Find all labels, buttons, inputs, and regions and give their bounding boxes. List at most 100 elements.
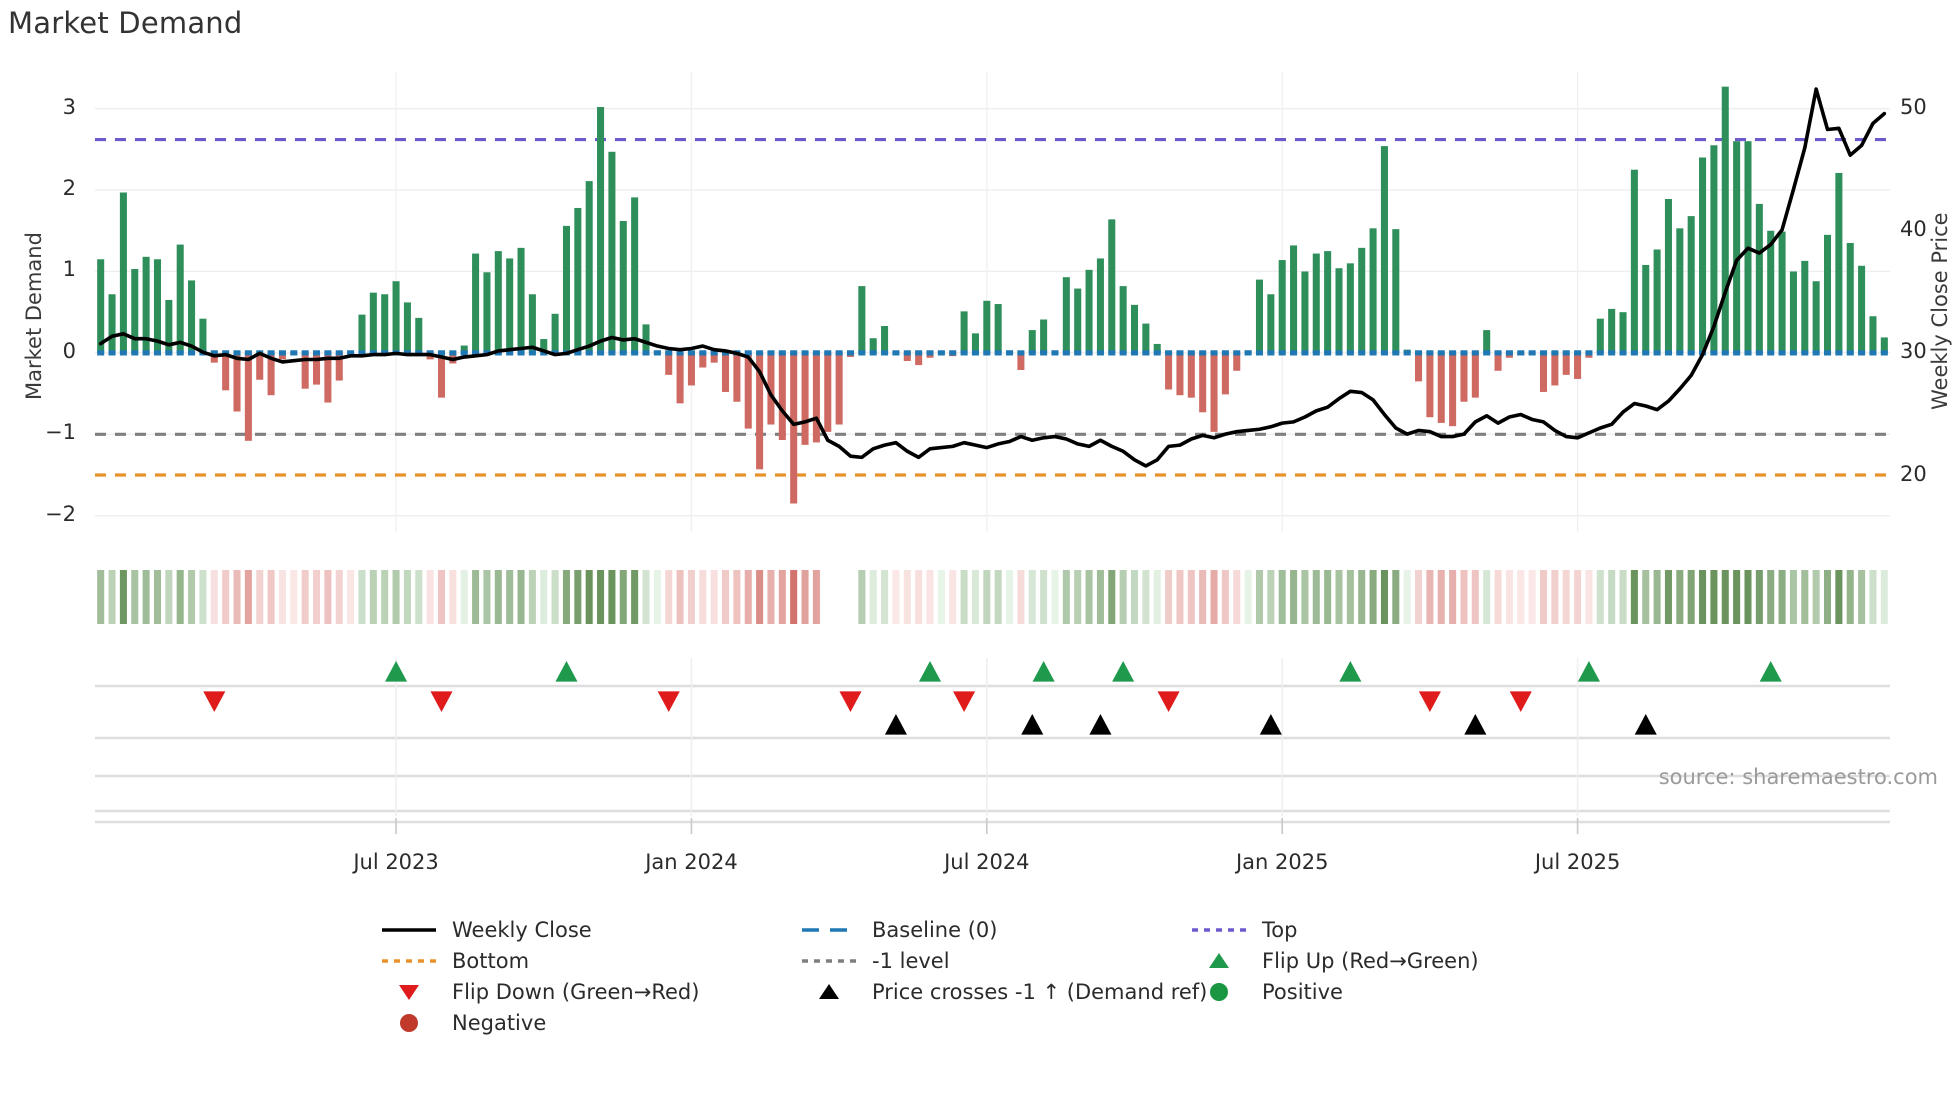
demand-bar	[1028, 330, 1036, 353]
heatmap-cell	[403, 570, 411, 624]
heatmap-cell	[949, 570, 957, 624]
demand-bar	[574, 207, 582, 353]
flip-down-marker	[1509, 691, 1532, 712]
heatmap-cell	[1778, 570, 1786, 624]
legend-item[interactable]: Top	[1190, 918, 1297, 942]
legend-key-dotted-line-icon	[1190, 919, 1248, 941]
heatmap-cell	[1630, 570, 1638, 624]
legend-item[interactable]: Bottom	[380, 949, 529, 973]
heatmap-cell	[1176, 570, 1184, 624]
legend-key-triangle-up-icon	[800, 981, 858, 1003]
demand-bar	[983, 300, 991, 353]
legend-item[interactable]: Weekly Close	[380, 918, 592, 942]
heatmap-cell	[1051, 570, 1059, 624]
heatmap-cell	[119, 570, 127, 624]
demand-bar	[1119, 286, 1127, 353]
heatmap-cell	[1653, 570, 1661, 624]
y-tick-left: 0	[62, 338, 76, 363]
demand-bar	[710, 352, 718, 363]
heatmap-cell	[1755, 570, 1763, 624]
heatmap-cell	[1517, 570, 1525, 624]
heatmap-cell	[744, 570, 752, 624]
heatmap-cell	[1483, 570, 1491, 624]
heatmap-cell	[1324, 570, 1332, 624]
heatmap-cell	[1153, 570, 1161, 624]
legend-item[interactable]: Flip Down (Green→Red)	[380, 980, 699, 1004]
flip-down-marker	[1418, 691, 1441, 712]
heatmap-cell	[540, 570, 548, 624]
flip-up-marker	[1759, 661, 1782, 682]
demand-bar	[131, 269, 139, 353]
heatmap-cell	[188, 570, 196, 624]
heatmap-cell	[449, 570, 457, 624]
heatmap-cell	[165, 570, 173, 624]
demand-bar	[1130, 304, 1139, 353]
demand-bar	[858, 286, 866, 353]
demand-bar	[1483, 330, 1491, 353]
price-cross-marker	[884, 714, 907, 735]
y-tick-right: 30	[1900, 339, 1927, 364]
heatmap-cell	[687, 570, 695, 624]
heatmap-cell	[733, 570, 741, 624]
legend-item[interactable]: Price crosses -1 ↑ (Demand ref)	[800, 980, 1207, 1004]
heatmap-cell	[1017, 570, 1025, 624]
legend-item[interactable]: Negative	[380, 1011, 546, 1035]
demand-bar	[278, 352, 286, 360]
heatmap-cell	[1812, 570, 1820, 624]
heatmap-cell	[1608, 570, 1616, 624]
demand-bar	[994, 304, 1002, 353]
legend-item[interactable]: Positive	[1190, 980, 1343, 1004]
demand-bar	[1767, 230, 1775, 353]
demand-bar	[801, 352, 809, 445]
heatmap-cell	[597, 570, 605, 624]
demand-bar	[517, 247, 525, 353]
demand-bar	[1392, 229, 1400, 353]
demand-bar	[1108, 219, 1116, 353]
heatmap-cell	[256, 570, 264, 624]
heatmap-cell	[1210, 570, 1218, 624]
demand-bar	[881, 326, 889, 353]
demand-bar	[1812, 281, 1820, 353]
demand-bar	[1664, 199, 1672, 353]
demand-bar	[199, 318, 207, 353]
demand-bar	[1221, 352, 1229, 395]
demand-bar	[119, 192, 127, 353]
demand-bar	[1687, 216, 1695, 353]
heatmap-cell	[210, 570, 218, 624]
demand-bar	[176, 244, 184, 353]
demand-bar	[665, 352, 673, 375]
heatmap-cell	[97, 570, 105, 624]
flip-down-marker	[839, 691, 862, 712]
heatmap-cell	[1789, 570, 1797, 624]
heatmap-cell	[437, 570, 446, 624]
price-cross-marker	[1634, 714, 1657, 735]
heatmap-cell	[1699, 570, 1707, 624]
legend-label: Top	[1262, 918, 1298, 942]
heatmap-cell	[335, 570, 343, 624]
heatmap-cell	[1733, 570, 1741, 624]
demand-bar	[222, 352, 230, 391]
heatmap-cell	[1108, 570, 1116, 624]
heatmap-cell	[937, 570, 945, 624]
legend-label: Flip Up (Red→Green)	[1262, 949, 1479, 973]
legend-item[interactable]: Flip Up (Red→Green)	[1190, 949, 1479, 973]
legend-item[interactable]: Baseline (0)	[800, 918, 997, 942]
heatmap-cell	[1471, 570, 1479, 624]
demand-bar	[1085, 269, 1093, 353]
heatmap-cell	[1085, 570, 1093, 624]
heatmap-cell	[1255, 570, 1263, 624]
heatmap-cell	[358, 570, 366, 624]
demand-bar	[1017, 352, 1025, 370]
demand-bar	[528, 294, 536, 353]
legend-item[interactable]: -1 level	[800, 949, 950, 973]
heatmap-cell	[1335, 570, 1343, 624]
demand-bar	[812, 352, 820, 443]
heatmap-cell	[347, 570, 355, 624]
demand-bar	[756, 352, 764, 470]
demand-bar	[1574, 352, 1582, 379]
page-title: Market Demand	[8, 6, 243, 40]
legend-label: Positive	[1262, 980, 1343, 1004]
heatmap-cell	[1392, 570, 1400, 624]
heatmap-cell	[1494, 570, 1502, 624]
